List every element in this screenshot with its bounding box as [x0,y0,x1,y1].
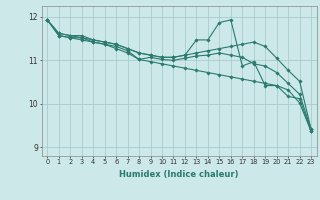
X-axis label: Humidex (Indice chaleur): Humidex (Indice chaleur) [119,170,239,179]
